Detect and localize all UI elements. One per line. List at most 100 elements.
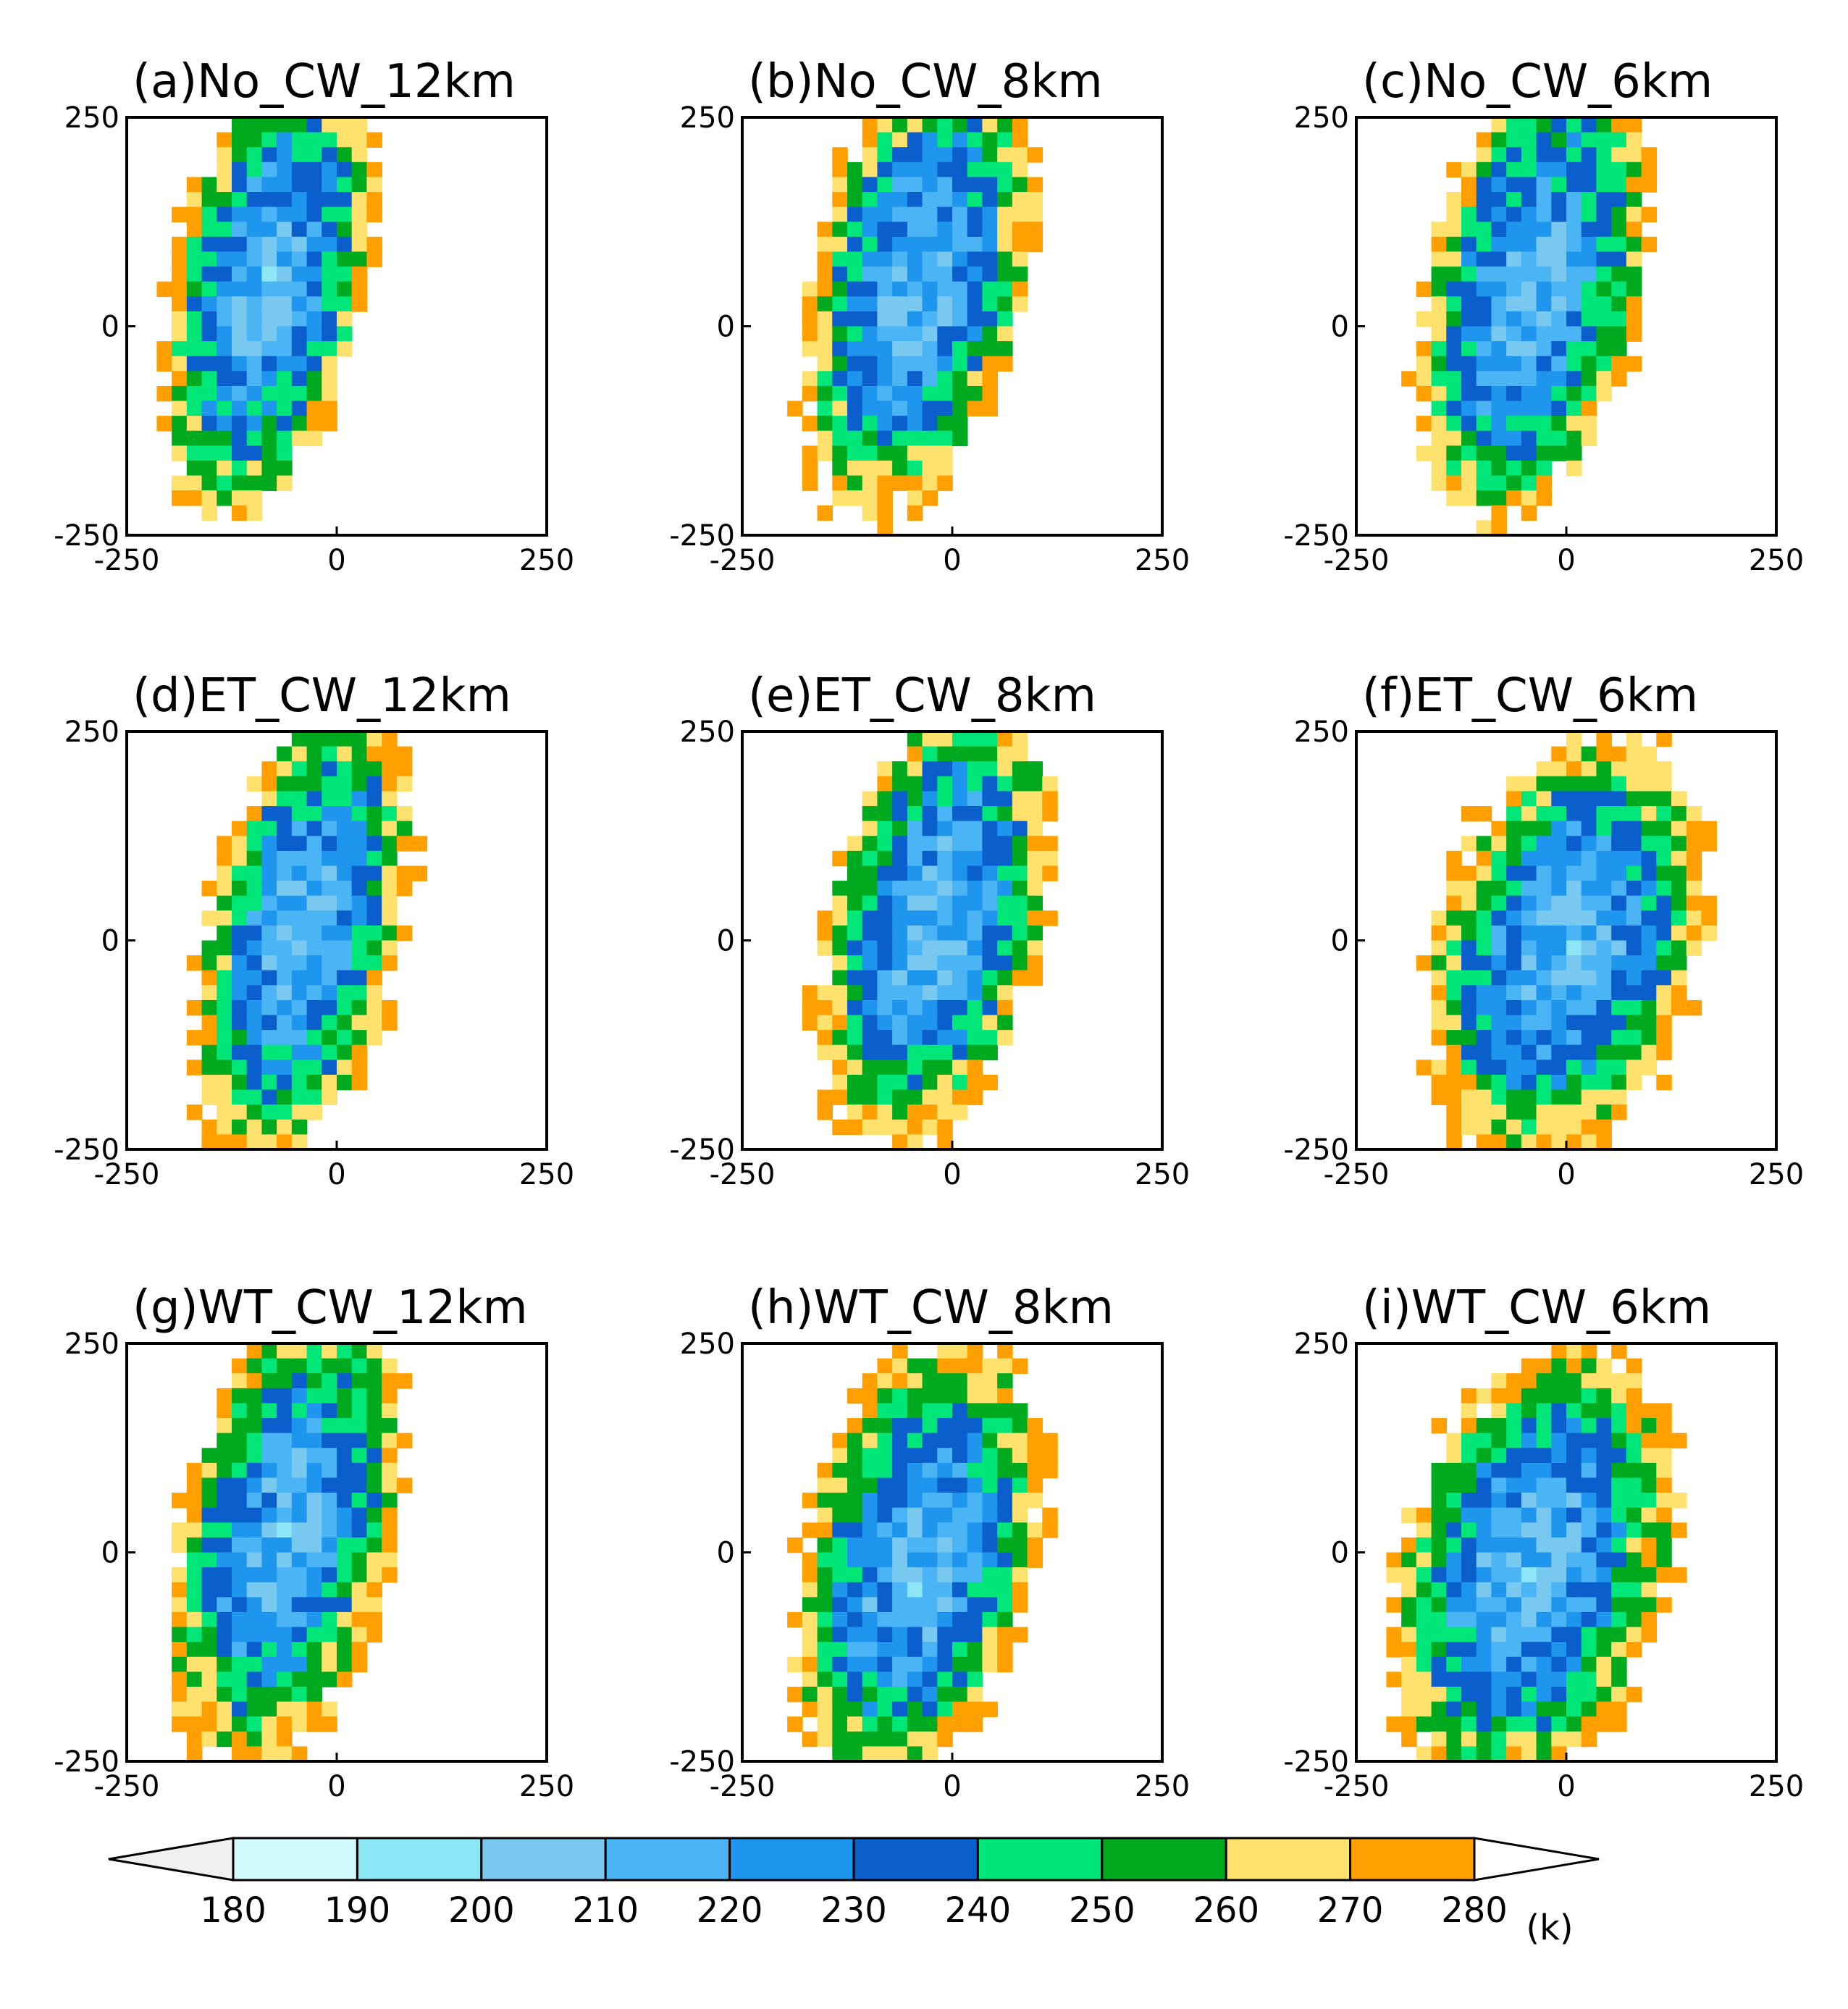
contour-cell — [1521, 836, 1537, 852]
contour-cell — [862, 1686, 878, 1703]
contour-cell — [922, 1403, 938, 1419]
contour-cell — [246, 430, 263, 447]
contour-cell — [232, 1044, 248, 1061]
contour-cell — [351, 1537, 368, 1553]
contour-cell — [1551, 445, 1567, 461]
contour-cell — [322, 251, 337, 267]
contour-cell — [1551, 1731, 1567, 1748]
contour-cell — [862, 1119, 878, 1136]
contour-cell — [1566, 776, 1582, 792]
contour-cell — [337, 940, 353, 956]
y-tick-label: 0 — [717, 311, 735, 344]
contour-cell — [366, 1597, 382, 1613]
contour-cell — [1566, 1507, 1582, 1524]
contour-cell — [1551, 895, 1567, 912]
contour-cell — [1581, 881, 1597, 897]
contour-cell — [862, 162, 878, 178]
contour-cell — [952, 192, 968, 208]
contour-cell — [1476, 1493, 1492, 1509]
contour-cell — [1446, 162, 1462, 178]
contour-cell — [1012, 910, 1028, 926]
contour-cell — [817, 430, 833, 447]
colorbar-high-triangle — [1473, 1837, 1600, 1882]
contour-cell — [1596, 177, 1612, 193]
contour-cell — [997, 1418, 1013, 1434]
contour-cell — [817, 1030, 833, 1046]
contour-cell — [261, 1746, 277, 1761]
contour-cell — [322, 1433, 337, 1449]
contour-cell — [877, 1552, 893, 1568]
contour-cell — [351, 1477, 368, 1493]
contour-cell — [817, 267, 833, 282]
contour-cell — [217, 895, 232, 912]
contour-cell — [982, 746, 998, 763]
brightness-temperature-field — [127, 731, 547, 1149]
contour-cell — [1686, 910, 1702, 926]
contour-cell — [291, 1552, 308, 1568]
contour-cell — [862, 1597, 878, 1613]
contour-cell — [1566, 850, 1582, 867]
contour-cell — [291, 895, 308, 912]
contour-cell — [261, 761, 277, 777]
contour-cell — [1656, 1015, 1672, 1031]
contour-cell — [1521, 1134, 1537, 1149]
contour-cell — [1012, 1627, 1028, 1643]
contour-cell — [1431, 1731, 1448, 1748]
contour-cell — [1506, 1597, 1522, 1613]
contour-cell — [802, 1701, 818, 1717]
panel-title: (g)WT_CW_12km — [133, 1281, 528, 1335]
contour-cell — [922, 1462, 938, 1479]
contour-cell — [246, 881, 263, 897]
contour-cell — [907, 1462, 923, 1479]
contour-cell — [1416, 311, 1432, 327]
contour-cell — [277, 385, 293, 402]
contour-cell — [322, 1567, 337, 1583]
contour-cell — [1476, 1627, 1492, 1643]
contour-cell — [366, 1552, 382, 1568]
contour-cell — [277, 1060, 293, 1075]
contour-cell — [877, 1044, 893, 1061]
contour-cell — [1596, 985, 1612, 1001]
contour-cell — [1476, 236, 1492, 253]
contour-cell — [306, 985, 323, 1001]
contour-cell — [997, 955, 1013, 971]
contour-cell — [877, 1388, 893, 1404]
contour-cell — [907, 1522, 923, 1538]
contour-cell — [862, 132, 878, 148]
contour-cell — [967, 117, 983, 133]
contour-cell — [1551, 1597, 1567, 1613]
contour-cell — [1596, 1701, 1612, 1717]
contour-cell — [1491, 999, 1507, 1016]
contour-cell — [366, 850, 382, 867]
contour-cell — [382, 895, 398, 912]
contour-cell — [847, 1552, 863, 1568]
contour-cell — [201, 356, 218, 372]
contour-cell — [277, 1582, 293, 1598]
contour-cell — [201, 1507, 218, 1524]
contour-cell — [1641, 925, 1658, 941]
contour-cell — [232, 1104, 248, 1120]
contour-cell — [306, 910, 323, 926]
contour-cell — [1027, 206, 1043, 223]
contour-cell — [1626, 311, 1642, 327]
contour-cell — [847, 1716, 863, 1732]
contour-cell — [1551, 776, 1567, 792]
contour-cell — [201, 1567, 218, 1583]
contour-cell — [1012, 281, 1028, 298]
contour-cell — [1581, 1403, 1597, 1419]
contour-cell — [1491, 162, 1507, 178]
contour-cell — [366, 925, 382, 941]
contour-cell — [967, 1089, 983, 1105]
contour-cell — [832, 1044, 848, 1061]
contour-cell — [306, 1462, 323, 1479]
contour-cell — [952, 1627, 968, 1643]
contour-cell — [277, 1731, 293, 1748]
contour-cell — [1431, 281, 1448, 298]
contour-cell — [306, 999, 323, 1016]
contour-cell — [172, 1627, 188, 1643]
contour-cell — [1611, 1462, 1627, 1479]
contour-cell — [1626, 206, 1642, 223]
contour-cell — [1506, 1552, 1522, 1568]
contour-cell — [832, 1522, 848, 1538]
contour-cell — [1536, 162, 1553, 178]
